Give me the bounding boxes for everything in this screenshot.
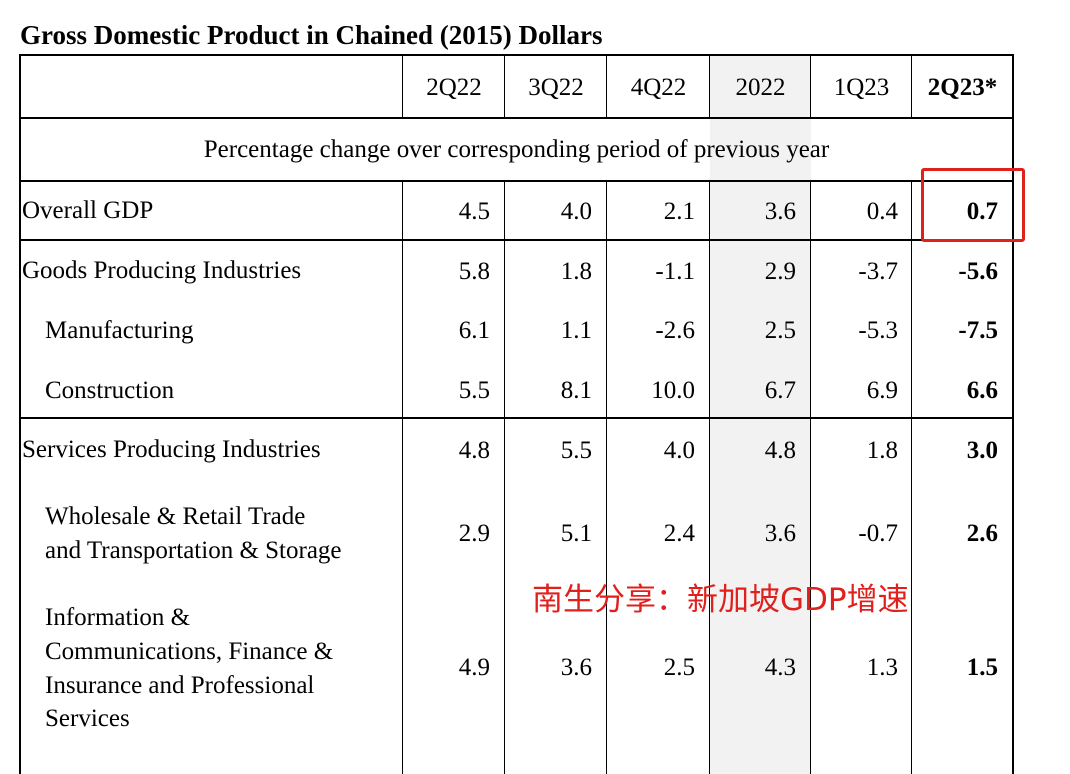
highlight-box	[921, 168, 1025, 242]
column-divider	[606, 56, 607, 117]
column-divider	[402, 56, 403, 117]
table-cell: 1.8	[866, 437, 898, 464]
table-cell: -3.7	[858, 258, 898, 285]
column-divider	[402, 180, 403, 774]
table-cell: 4.3	[764, 654, 796, 681]
table-cell: 1.3	[866, 654, 898, 681]
row-label: Information &	[45, 604, 191, 631]
column-header: 4Q22	[630, 74, 687, 101]
subheader-divider	[21, 180, 1012, 182]
table-cell: 6.7	[764, 377, 796, 404]
table-cell: 10.0	[651, 377, 695, 404]
subheader: Percentage change over corresponding per…	[203, 136, 830, 163]
table-cell: -7.5	[958, 317, 998, 344]
table-cell: 3.6	[764, 198, 796, 225]
table-cell: 4.0	[560, 198, 592, 225]
table-cell: 0.4	[866, 198, 898, 225]
row-label: Construction	[45, 377, 175, 404]
row-label: Services	[45, 705, 130, 732]
row-label: Services Producing Industries	[22, 436, 321, 463]
table-cell: 3.6	[764, 520, 796, 547]
table-cell: 5.1	[560, 520, 592, 547]
table-cell: 4.0	[663, 437, 695, 464]
row-label: Wholesale & Retail Trade	[45, 503, 306, 530]
table-cell: 6.1	[458, 317, 490, 344]
table-cell: 0.7	[966, 198, 998, 225]
column-divider	[709, 56, 710, 117]
table-cell: 4.8	[458, 437, 490, 464]
column-divider	[810, 180, 811, 774]
table-cell: 3.0	[966, 437, 998, 464]
table-cell: -0.7	[858, 520, 898, 547]
table-cell: 1.1	[560, 317, 592, 344]
shaded-column-2022	[710, 56, 811, 774]
column-divider	[504, 180, 505, 774]
row-label: Insurance and Professional	[45, 672, 315, 699]
gdp-table: 2Q22 3Q22 4Q22 2022 1Q23 2Q23* Percentag…	[19, 54, 1014, 774]
table-cell: 2.9	[764, 258, 796, 285]
table-cell: 2.5	[663, 654, 695, 681]
column-divider	[810, 56, 811, 117]
row-label: Overall GDP	[22, 197, 154, 224]
watermark-text: 南生分享：新加坡GDP增速	[532, 582, 909, 618]
column-header: 3Q22	[528, 74, 584, 101]
table-cell: 5.5	[560, 437, 592, 464]
table-cell: 4.5	[458, 198, 490, 225]
column-divider	[504, 56, 505, 117]
table-cell: -5.6	[958, 258, 998, 285]
table-cell: 3.6	[560, 654, 592, 681]
column-divider	[709, 180, 710, 774]
column-header: 2022	[735, 74, 786, 101]
table-cell: -1.1	[655, 258, 695, 285]
table-cell: 2.9	[458, 520, 490, 547]
table-title: Gross Domestic Product in Chained (2015)…	[20, 20, 603, 50]
row-divider	[21, 239, 1012, 241]
row-label: Goods Producing Industries	[22, 257, 302, 284]
table-cell: 2.5	[764, 317, 796, 344]
row-divider	[21, 417, 1012, 419]
column-divider	[911, 56, 912, 117]
table-cell: 4.9	[458, 654, 490, 681]
row-label: Manufacturing	[45, 317, 194, 344]
column-header: 2Q22	[426, 74, 482, 101]
table-cell: 5.8	[458, 258, 490, 285]
table-cell: 2.6	[966, 520, 998, 547]
table-cell: 6.6	[966, 377, 998, 404]
row-label: and Transportation & Storage	[45, 537, 342, 564]
table-cell: -2.6	[655, 317, 695, 344]
row-label: Communications, Finance &	[45, 638, 334, 665]
table-cell: 5.5	[458, 377, 490, 404]
table-cell: 1.8	[560, 258, 592, 285]
column-header: 2Q23*	[927, 74, 998, 101]
table-cell: 2.4	[663, 520, 695, 547]
column-divider	[606, 180, 607, 774]
table-cell: 4.8	[764, 437, 796, 464]
table-cell: 2.1	[663, 198, 695, 225]
column-header: 1Q23	[833, 74, 890, 101]
table-cell: 6.9	[866, 377, 898, 404]
column-divider	[911, 180, 912, 774]
table-cell: 1.5	[966, 654, 998, 681]
table-cell: -5.3	[858, 317, 898, 344]
header-divider	[21, 117, 1012, 119]
table-cell: 8.1	[560, 377, 592, 404]
